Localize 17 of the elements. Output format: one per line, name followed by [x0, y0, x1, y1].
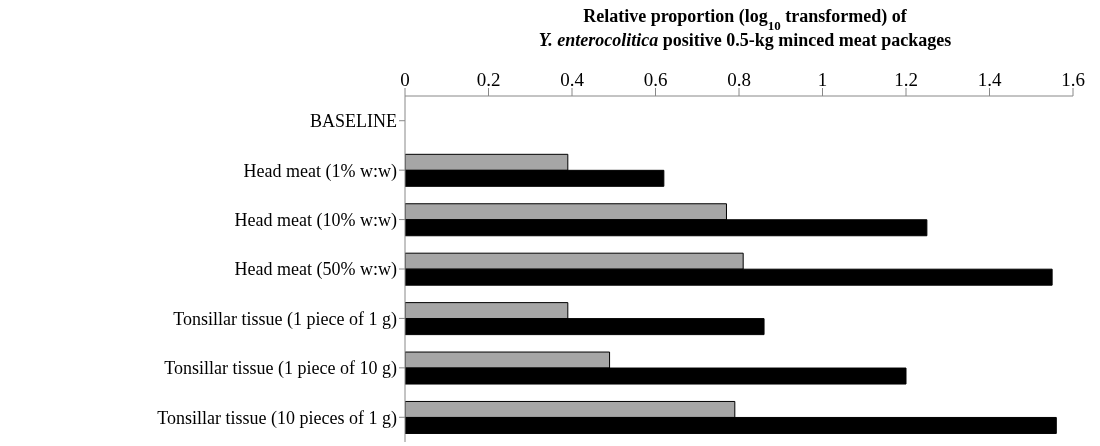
y-tick-label: Tonsillar tissue (10 pieces of 1 g) — [157, 407, 397, 429]
y-tick-label: Head meat (10% w:w) — [234, 209, 397, 231]
x-tick-label: 0.6 — [643, 69, 668, 90]
x-tick-label: 1.6 — [1061, 69, 1085, 90]
x-tick-label: 0.2 — [476, 69, 501, 90]
x-tick-label: 1.2 — [894, 69, 918, 90]
y-tick-label: Tonsillar tissue (1 piece of 1 g) — [173, 308, 397, 330]
x-tick-label: 0 — [400, 69, 410, 90]
y-tick-label: Tonsillar tissue (1 piece of 10 g) — [164, 358, 397, 380]
chart-title: Relative proportion (log$_{10}$ transformed) of Y. enterocolitica positive 0.5-kg minced meat packages — [538, 6, 952, 50]
x-tick-label: 1 — [817, 69, 828, 90]
x-tick-label: 1.4 — [977, 69, 1002, 90]
y-tick-label: Head meat (50% w:w) — [234, 259, 397, 281]
y-tick-label: Head meat (1% w:w) — [243, 160, 397, 182]
x-tick-label: 0.8 — [727, 69, 751, 90]
y-tick-label: BASELINE — [310, 111, 397, 132]
x-tick-label: 0.4 — [560, 69, 585, 90]
